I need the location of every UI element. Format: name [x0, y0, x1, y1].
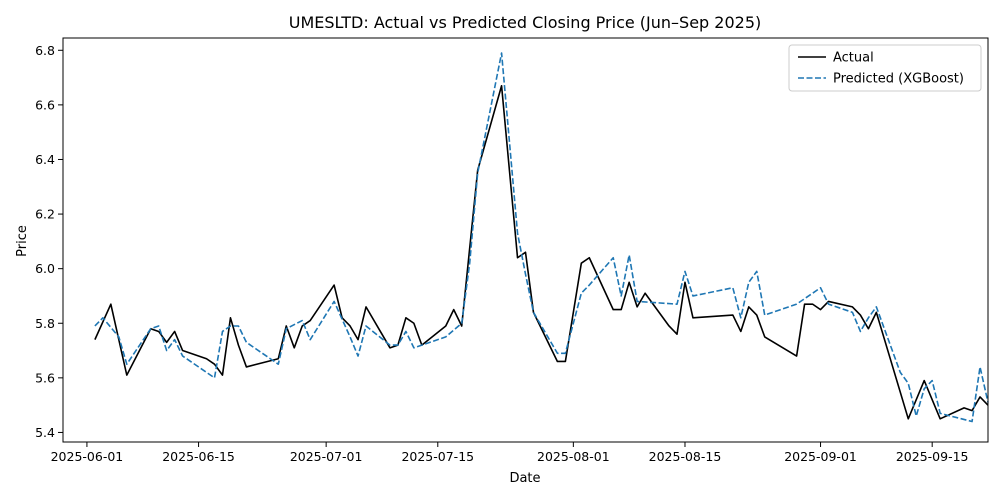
- y-tick-label: 6.4: [35, 152, 55, 167]
- x-tick-label: 2025-07-15: [401, 449, 474, 464]
- legend-label: Predicted (XGBoost): [833, 72, 964, 87]
- x-axis: 2025-06-01 2025-06-15 2025-07-01 2025-07-15…: [51, 442, 969, 464]
- x-tick-label: 2025-09-15: [896, 449, 969, 464]
- x-axis-label: Date: [509, 471, 540, 486]
- y-axis: 5.4 5.6 5.8 6.0 6.2 6.4 6.6 6.8: [35, 43, 63, 440]
- y-tick-label: 5.8: [35, 316, 55, 331]
- x-tick-label: 2025-09-01: [784, 449, 857, 464]
- x-tick-label: 2025-08-15: [649, 449, 722, 464]
- x-tick-label: 2025-06-01: [51, 449, 124, 464]
- series-layer: [94, 52, 989, 423]
- y-tick-label: 6.8: [35, 43, 55, 58]
- chart-title: UMESLTD: Actual vs Predicted Closing Pri…: [289, 13, 762, 32]
- actual-series-line: [94, 84, 989, 420]
- plot-frame: [62, 37, 989, 443]
- y-axis-label: Price: [15, 225, 30, 257]
- y-tick-label: 5.4: [35, 425, 55, 440]
- legend: Actual Predicted (XGBoost): [788, 44, 982, 92]
- y-tick-label: 6.6: [35, 97, 55, 112]
- legend-label: Actual: [833, 51, 874, 66]
- legend-box: [788, 44, 982, 92]
- x-tick-label: 2025-07-01: [290, 449, 363, 464]
- x-tick-label: 2025-08-01: [537, 449, 610, 464]
- y-tick-label: 6.0: [35, 261, 55, 276]
- predicted-series-line: [94, 52, 989, 423]
- y-tick-label: 5.6: [35, 370, 55, 385]
- x-tick-label: 2025-06-15: [162, 449, 235, 464]
- y-tick-label: 6.2: [35, 207, 55, 222]
